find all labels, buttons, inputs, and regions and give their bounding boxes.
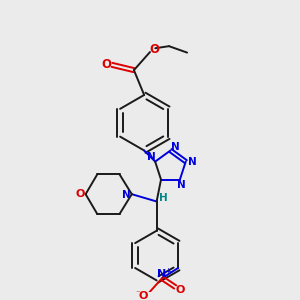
Text: O: O bbox=[102, 58, 112, 71]
Text: O: O bbox=[176, 285, 185, 295]
Text: O: O bbox=[139, 291, 148, 300]
Text: H: H bbox=[159, 193, 167, 203]
Text: O: O bbox=[75, 189, 85, 199]
Text: ⁻: ⁻ bbox=[135, 289, 140, 298]
Text: N: N bbox=[188, 157, 197, 166]
Text: N: N bbox=[147, 152, 156, 162]
Text: N: N bbox=[122, 190, 131, 200]
Text: N: N bbox=[157, 268, 167, 278]
Text: O: O bbox=[150, 43, 160, 56]
Text: N: N bbox=[177, 180, 186, 190]
Text: +: + bbox=[164, 267, 171, 276]
Text: N: N bbox=[171, 142, 180, 152]
